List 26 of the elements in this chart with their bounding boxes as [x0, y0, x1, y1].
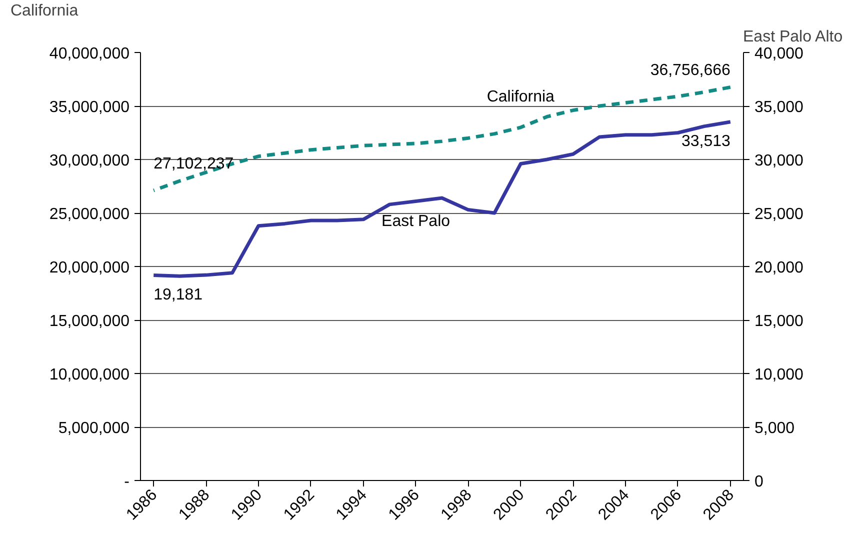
y-tick-label: 20,000,000 [49, 260, 130, 276]
series-label: California [486, 88, 555, 106]
y2-axis-title: East Palo Alto [743, 28, 843, 46]
y-tick-label: 10,000,000 [49, 366, 130, 384]
data-label: 36,756,666 [650, 62, 730, 80]
y-tick-label: 35,000,000 [49, 99, 130, 116]
y-axis-title: California [10, 2, 78, 20]
data-label: 27,102,237 [154, 156, 234, 173]
series-label: East Palo [382, 213, 450, 230]
data-label: 19,181 [154, 286, 203, 304]
y2-tick-label: 5,000 [754, 420, 795, 437]
y2-tick-label: 40,000 [754, 46, 804, 62]
y-tick-label: 40,000,000 [49, 46, 130, 62]
y-tick-label: 30,000,000 [49, 152, 130, 170]
y2-tick-label: 15,000 [754, 313, 804, 330]
y-tick-label: 5,000,000 [58, 420, 130, 437]
data-label: 33,513 [681, 132, 730, 150]
y-tick-label: 15,000,000 [49, 313, 130, 330]
y-tick-label: 25,000,000 [49, 206, 130, 223]
y2-tick-label: 30,000 [754, 152, 804, 170]
y2-tick-label: 25,000 [754, 206, 804, 223]
y2-tick-label: 10,000 [754, 366, 804, 384]
y2-tick-label: 0 [754, 474, 764, 490]
y2-tick-label: 20,000 [754, 260, 804, 276]
y-tick-label: - [124, 474, 130, 490]
y2-tick-label: 35,000 [754, 99, 804, 116]
